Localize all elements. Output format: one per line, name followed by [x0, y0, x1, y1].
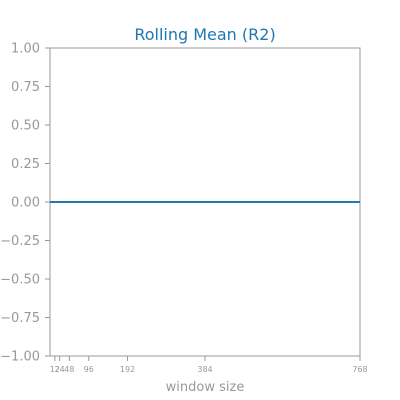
x-tick-label: 768 — [352, 365, 367, 374]
y-tick-label: 0.25 — [11, 157, 40, 172]
y-tick-label: −0.25 — [0, 234, 40, 249]
x-tick-label: 48 — [64, 365, 74, 374]
y-tick-label: 1.00 — [11, 42, 40, 57]
x-tick-label: 96 — [84, 365, 94, 374]
x-tick-label: 192 — [120, 365, 135, 374]
y-tick-label: −0.75 — [0, 311, 40, 326]
x-tick-label: 24 — [55, 365, 65, 374]
y-tick-label: 0.75 — [11, 80, 40, 95]
chart-title: Rolling Mean (R2) — [134, 25, 275, 44]
x-axis-label: window size — [166, 380, 245, 395]
y-tick-label: −0.50 — [0, 273, 40, 288]
y-tick-label: 0.50 — [11, 119, 40, 134]
x-tick-label: 384 — [197, 365, 212, 374]
y-tick-label: −1.00 — [0, 350, 40, 365]
y-tick-label: 0.00 — [11, 196, 40, 211]
y-axis: −1.00 −0.75 −0.50 −0.25 0.00 0.25 0.50 0.75 1.00 — [0, 42, 50, 365]
